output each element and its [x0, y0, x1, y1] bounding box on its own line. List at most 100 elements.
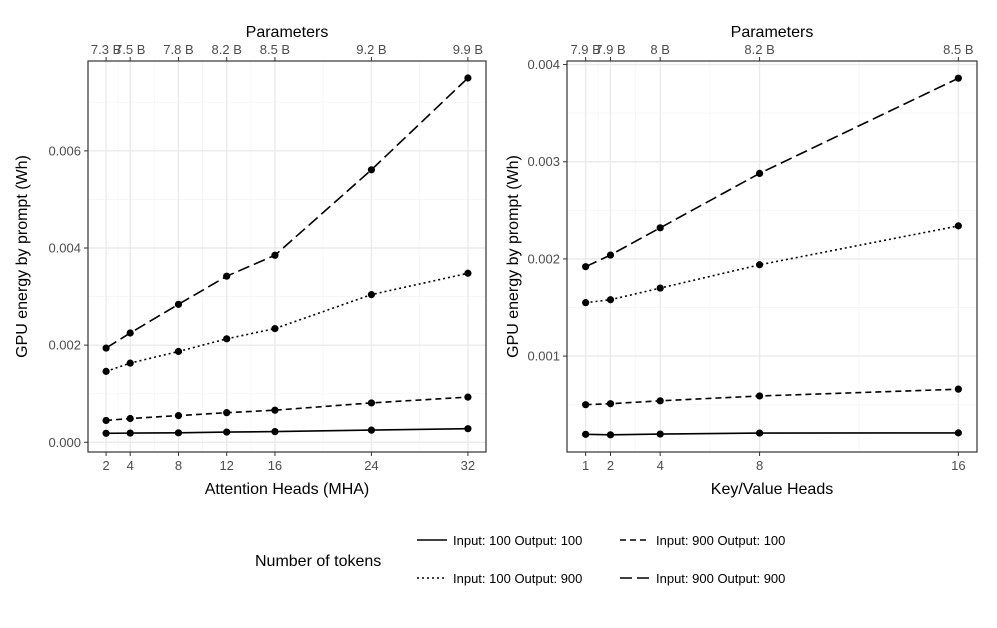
- x2-tick-label: 7.5 B: [115, 42, 145, 57]
- data-point: [102, 416, 110, 425]
- data-point: [464, 74, 472, 82]
- legend-entry-label: Input: 100 Output: 100: [453, 533, 582, 548]
- y-tick-label: 0.000: [48, 435, 81, 450]
- x2-axis-title: Parameters: [731, 24, 814, 41]
- data-point: [954, 429, 962, 437]
- data-point: [582, 299, 590, 307]
- panel-2: 0.001 0.002 0.003 0.004 1 2 4 8 16 7.9 B7.9 B 8 B 8…: [505, 24, 978, 498]
- data-point: [367, 166, 376, 174]
- x-tick-label: 32: [461, 458, 475, 473]
- data-point: [755, 169, 764, 178]
- legend-entry-label: Input: 100 Output: 900: [453, 571, 582, 586]
- data-point: [367, 291, 376, 299]
- data-point: [126, 329, 134, 337]
- data-point: [102, 429, 110, 437]
- data-point: [582, 430, 590, 438]
- data-point: [606, 251, 615, 259]
- data-point: [606, 431, 615, 439]
- data-point: [271, 406, 279, 414]
- data-point: [174, 429, 183, 437]
- data-point: [174, 411, 183, 420]
- y-tick-label: 0.004: [48, 241, 81, 256]
- x-axis-title: Attention Heads (MHA): [205, 481, 370, 498]
- y-axis-title: GPU energy by prompt (Wh): [505, 155, 522, 358]
- panel-background: [567, 61, 977, 452]
- x-tick-label: 4: [657, 458, 664, 473]
- data-point: [102, 367, 110, 375]
- legend-title: Number of tokens: [255, 553, 381, 570]
- x-tick-label: 8: [756, 458, 763, 473]
- data-point: [271, 325, 279, 333]
- x2-tick-label: 7.9 B: [595, 42, 625, 57]
- x2-tick-label: 7.9 B: [570, 42, 600, 57]
- data-point: [223, 335, 231, 343]
- x2-axis-title: Parameters: [246, 24, 329, 41]
- x2-tick-label: 8.2 B: [744, 42, 774, 57]
- x2-tick-label: 8.5 B: [943, 42, 973, 57]
- x-tick-label: 12: [219, 458, 233, 473]
- panel-border: [87, 60, 487, 453]
- panel-border: [566, 60, 978, 453]
- data-point: [582, 263, 590, 271]
- data-point: [464, 393, 472, 401]
- x-tick-label: 2: [102, 458, 109, 473]
- data-point: [223, 409, 231, 417]
- y-tick-label: 0.006: [48, 143, 81, 158]
- data-point: [223, 428, 231, 436]
- data-point: [367, 399, 376, 407]
- data-point: [656, 397, 664, 405]
- data-point: [606, 296, 615, 304]
- x2-tick-label: 9.2 B: [356, 42, 386, 57]
- series-line-4: [585, 77, 959, 268]
- data-point: [582, 401, 590, 409]
- y-tick-label: 0.001: [527, 349, 560, 364]
- x-tick-label: 8: [175, 458, 182, 473]
- x-tick-label: 16: [951, 458, 965, 473]
- data-point: [606, 400, 615, 408]
- x2-tick-label: 8.2 B: [212, 42, 242, 57]
- x-tick-label: 2: [607, 458, 614, 473]
- x-tick-label: 24: [364, 458, 378, 473]
- data-point: [954, 385, 962, 393]
- y-tick-label: 0.004: [527, 57, 560, 72]
- legend: Number of tokens Input: 100 Output: 100 In…: [255, 533, 785, 586]
- data-point: [174, 300, 183, 308]
- data-point: [367, 426, 376, 434]
- x2-tick-label: 8.5 B: [260, 42, 290, 57]
- data-point: [102, 344, 110, 352]
- y-tick-label: 0.002: [48, 338, 81, 353]
- data-point: [656, 224, 664, 232]
- data-point: [223, 272, 231, 280]
- x2-tick-label: 8 B: [650, 42, 670, 57]
- data-point: [174, 347, 183, 356]
- x-tick-label: 16: [268, 458, 282, 473]
- x2-tick-label: 9.9 B: [453, 42, 483, 57]
- data-point: [755, 392, 764, 400]
- legend-entry-label: Input: 900 Output: 100: [656, 533, 785, 548]
- x-tick-label: 1: [582, 458, 589, 473]
- data-point: [464, 269, 472, 277]
- data-point: [954, 222, 962, 230]
- data-point: [656, 430, 664, 438]
- data-point: [656, 284, 664, 292]
- y-tick-label: 0.003: [527, 154, 560, 169]
- x2-tick-label: 7.3 B: [91, 42, 121, 57]
- data-point: [126, 429, 134, 437]
- y-axis-title: GPU energy by prompt (Wh): [14, 155, 31, 358]
- y-tick-label: 0.002: [527, 251, 560, 266]
- x-axis-title: Key/Value Heads: [711, 481, 833, 498]
- data-point: [271, 251, 279, 259]
- data-point: [464, 425, 472, 433]
- data-point: [126, 359, 134, 367]
- data-point: [755, 261, 764, 269]
- data-point: [271, 428, 279, 436]
- data-point: [126, 414, 134, 423]
- data-point: [755, 429, 764, 437]
- legend-entry-label: Input: 900 Output: 900: [656, 571, 785, 586]
- x-tick-label: 4: [127, 458, 134, 473]
- data-point: [954, 74, 962, 82]
- x2-tick-label: 7.8 B: [163, 42, 193, 57]
